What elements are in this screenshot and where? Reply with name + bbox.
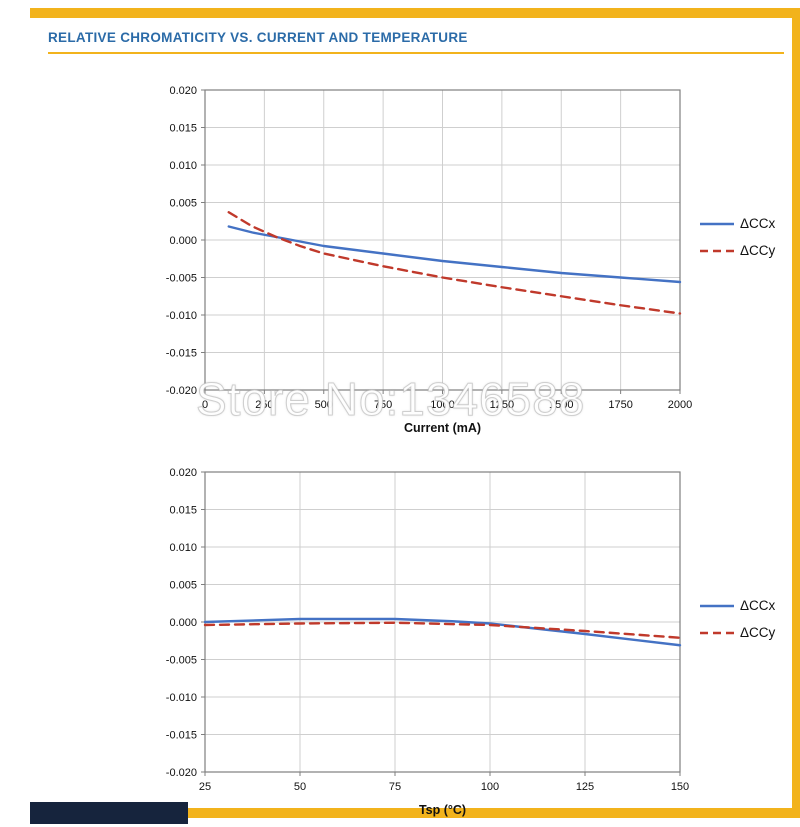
svg-text:150: 150 [671,781,689,793]
svg-text:250: 250 [255,399,273,411]
svg-text:1000: 1000 [430,399,454,411]
right-border-strip [792,8,800,818]
svg-text:0.015: 0.015 [169,505,197,517]
svg-text:1500: 1500 [549,399,573,411]
svg-text:-0.020: -0.020 [166,385,197,397]
svg-text:500: 500 [315,399,333,411]
svg-text:0.005: 0.005 [169,198,197,210]
chart-chromaticity-vs-temperature: 25 50 75 100 125 150 0.020 0.015 0.010 0.005 0.000… [140,460,800,822]
svg-text:25: 25 [199,781,211,793]
svg-text:0.010: 0.010 [169,542,197,554]
svg-text:0.020: 0.020 [169,467,197,479]
page-title: RELATIVE CHROMATICITY VS. CURRENT AND TE… [48,30,468,45]
svg-text:-0.015: -0.015 [166,348,197,360]
svg-text:1250: 1250 [490,399,514,411]
svg-text:-0.005: -0.005 [166,655,197,667]
svg-text:Current (mA): Current (mA) [404,421,481,435]
svg-text:2000: 2000 [668,399,692,411]
svg-text:0: 0 [202,399,208,411]
svg-text:-0.010: -0.010 [166,310,197,322]
svg-text:0.005: 0.005 [169,580,197,592]
svg-text:-0.005: -0.005 [166,273,197,285]
svg-text:0.020: 0.020 [169,85,197,97]
svg-text:ΔCCy: ΔCCy [740,243,776,258]
svg-text:ΔCCx: ΔCCx [740,598,776,613]
svg-text:0.015: 0.015 [169,123,197,135]
chart-chromaticity-vs-current: 0 250 500 750 1000 1250 1500 1750 2000 0.020 0.015… [140,78,800,440]
footer-navy-block [30,802,188,824]
svg-text:750: 750 [374,399,392,411]
svg-text:-0.020: -0.020 [166,767,197,779]
svg-text:125: 125 [576,781,594,793]
svg-text:-0.010: -0.010 [166,692,197,704]
title-underline [48,52,784,54]
svg-text:75: 75 [389,781,401,793]
svg-text:ΔCCy: ΔCCy [740,625,776,640]
svg-text:50: 50 [294,781,306,793]
svg-text:0.000: 0.000 [169,617,197,629]
svg-text:100: 100 [481,781,499,793]
svg-text:-0.015: -0.015 [166,730,197,742]
svg-text:ΔCCx: ΔCCx [740,216,776,231]
svg-text:Tsp (°C): Tsp (°C) [419,803,466,817]
svg-text:0.010: 0.010 [169,160,197,172]
top-border-bar [30,8,800,18]
bottom-border-bar [30,808,800,818]
svg-text:0.000: 0.000 [169,235,197,247]
svg-text:1750: 1750 [608,399,632,411]
